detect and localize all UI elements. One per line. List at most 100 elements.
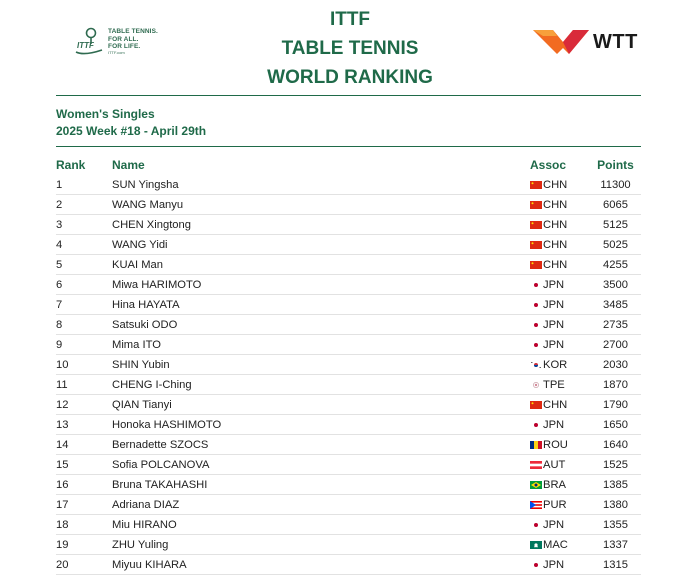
- points-cell: 1870: [590, 374, 641, 395]
- jpn-flag-icon: [530, 300, 542, 309]
- pur-flag-icon: [530, 500, 542, 509]
- jpn-flag-icon: [530, 520, 542, 529]
- assoc-code: CHN: [543, 398, 568, 411]
- table-row: 5 KUAI Man CHN 4255: [56, 254, 641, 275]
- player-name-cell: WANG Yidi: [112, 234, 530, 255]
- rank-cell: 16: [56, 474, 112, 495]
- table-row: 13 Honoka HASHIMOTO JPN 1650: [56, 414, 641, 435]
- ittf-tagline: TABLE TENNIS. FOR ALL. FOR LIFE.: [108, 28, 158, 51]
- assoc-cell: PUR: [530, 494, 590, 515]
- rank-cell: 14: [56, 434, 112, 455]
- player-name-cell: Miyuu KIHARA: [112, 554, 530, 575]
- rank-cell: 12: [56, 394, 112, 415]
- table-row: 8 Satsuki ODO JPN 2735: [56, 314, 641, 335]
- page-title: ITTF TABLE TENNIS WORLD RANKING: [200, 5, 500, 92]
- assoc-code: JPN: [543, 518, 565, 531]
- table-row: 3 CHEN Xingtong CHN 5125: [56, 214, 641, 235]
- points-cell: 5025: [590, 234, 641, 255]
- points-cell: 1650: [590, 414, 641, 435]
- rank-cell: 2: [56, 194, 112, 215]
- player-name-cell: WANG Manyu: [112, 194, 530, 215]
- player-name-cell: ZHU Yuling: [112, 534, 530, 555]
- player-name-cell: Miu HIRANO: [112, 514, 530, 535]
- assoc-code: PUR: [543, 498, 567, 511]
- table-row: 20 Miyuu KIHARA JPN 1315: [56, 554, 641, 575]
- jpn-flag-icon: [530, 320, 542, 329]
- assoc-code: CHN: [543, 238, 568, 251]
- rank-cell: 7: [56, 294, 112, 315]
- player-name-cell: Satsuki ODO: [112, 314, 530, 335]
- player-name-cell: SHIN Yubin: [112, 354, 530, 375]
- assoc-cell: JPN: [530, 514, 590, 535]
- ranking-rows: 1 SUN Yingsha CHN 11300 2 WANG Manyu CHN 6065 3 C…: [56, 175, 641, 575]
- player-name-cell: Mima ITO: [112, 334, 530, 355]
- points-cell: 1525: [590, 454, 641, 475]
- table-row: 18 Miu HIRANO JPN 1355: [56, 514, 641, 535]
- points-cell: 4255: [590, 254, 641, 275]
- wtt-logo-text: WTT: [593, 31, 638, 53]
- assoc-code: CHN: [543, 258, 568, 271]
- assoc-cell: CHN: [530, 394, 590, 415]
- assoc-cell: JPN: [530, 294, 590, 315]
- column-header-assoc: Assoc: [530, 158, 567, 172]
- chn-flag-icon: [530, 400, 542, 409]
- assoc-cell: KOR: [530, 354, 590, 375]
- assoc-cell: CHN: [530, 214, 590, 235]
- wtt-logo: WTT: [533, 28, 648, 58]
- title-line: TABLE TENNIS: [281, 38, 419, 59]
- assoc-cell: JPN: [530, 274, 590, 295]
- table-row: 7 Hina HAYATA JPN 3485: [56, 294, 641, 315]
- rank-cell: 6: [56, 274, 112, 295]
- points-cell: 11300: [590, 175, 641, 195]
- rank-cell: 9: [56, 334, 112, 355]
- svg-text:ITTF: ITTF: [77, 41, 95, 50]
- table-header-row: Rank Name Assoc Points: [56, 155, 641, 175]
- table-row: 6 Miwa HARIMOTO JPN 3500: [56, 274, 641, 295]
- player-name-cell: SUN Yingsha: [112, 175, 530, 195]
- assoc-code: JPN: [543, 278, 565, 291]
- points-cell: 1380: [590, 494, 641, 515]
- aut-flag-icon: [530, 460, 542, 469]
- ittf-logo: ITTF TABLE TENNIS. FOR ALL. FOR LIFE. IT…: [74, 26, 184, 58]
- ittf-tagline-line: TABLE TENNIS.: [108, 28, 158, 35]
- table-row: 4 WANG Yidi CHN 5025: [56, 234, 641, 255]
- table-row: 1 SUN Yingsha CHN 11300: [56, 175, 641, 195]
- assoc-cell: CHN: [530, 175, 590, 195]
- player-name-cell: Hina HAYATA: [112, 294, 530, 315]
- assoc-cell: ROU: [530, 434, 590, 455]
- column-header-name: Name: [112, 158, 145, 172]
- player-name-cell: Miwa HARIMOTO: [112, 274, 530, 295]
- player-name-cell: CHEN Xingtong: [112, 214, 530, 235]
- assoc-cell: JPN: [530, 554, 590, 575]
- ittf-tagline-line: FOR LIFE.: [108, 43, 141, 50]
- ittf-emblem-icon: ITTF: [75, 27, 103, 55]
- points-cell: 2700: [590, 334, 641, 355]
- bra-flag-icon: [530, 480, 542, 489]
- jpn-flag-icon: [530, 340, 542, 349]
- ranking-table: Rank Name Assoc Points 1 SUN Yingsha CHN 11…: [56, 155, 641, 575]
- table-row: 19 ZHU Yuling MAC 1337: [56, 534, 641, 555]
- rank-cell: 11: [56, 374, 112, 395]
- column-header-rank: Rank: [56, 158, 86, 172]
- mac-flag-icon: [530, 540, 542, 549]
- assoc-cell: CHN: [530, 194, 590, 215]
- assoc-code: KOR: [543, 358, 568, 371]
- assoc-code: JPN: [543, 338, 565, 351]
- jpn-flag-icon: [530, 560, 542, 569]
- player-name-cell: Honoka HASHIMOTO: [112, 414, 530, 435]
- chn-flag-icon: [530, 240, 542, 249]
- assoc-cell: JPN: [530, 414, 590, 435]
- assoc-cell: AUT: [530, 454, 590, 475]
- rank-cell: 8: [56, 314, 112, 335]
- assoc-code: JPN: [543, 558, 565, 571]
- player-name-cell: Sofia POLCANOVA: [112, 454, 530, 475]
- assoc-cell: CHN: [530, 254, 590, 275]
- kor-flag-icon: [530, 360, 542, 369]
- subhead-divider: [56, 146, 641, 147]
- table-row: 9 Mima ITO JPN 2700: [56, 334, 641, 355]
- points-cell: 5125: [590, 214, 641, 235]
- assoc-code: ROU: [543, 438, 568, 451]
- rank-cell: 3: [56, 214, 112, 235]
- assoc-cell: BRA: [530, 474, 590, 495]
- title-line: WORLD RANKING: [267, 67, 433, 88]
